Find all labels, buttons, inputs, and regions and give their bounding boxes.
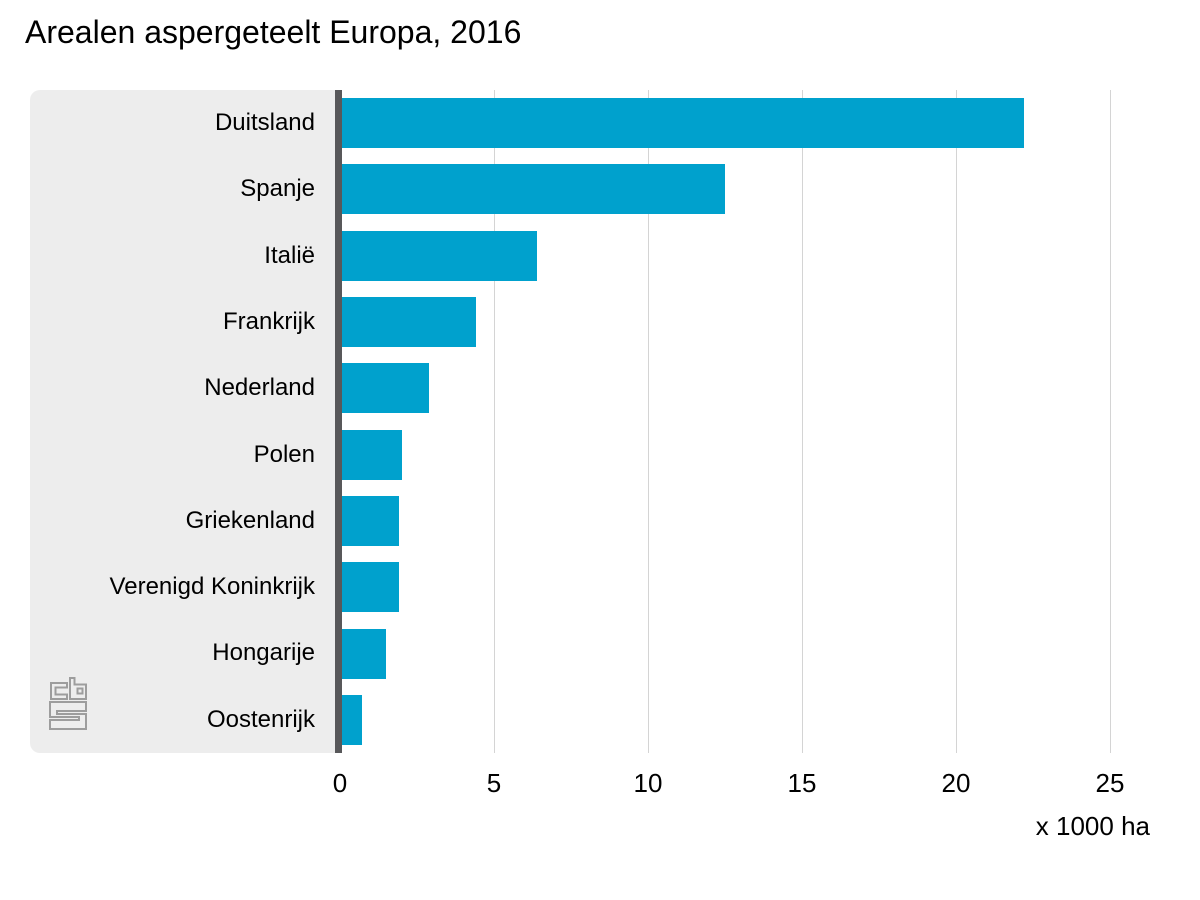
y-axis-baseline [335, 90, 342, 753]
x-axis-tick-label: 15 [787, 768, 817, 798]
x-axis-unit-label: x 1000 ha [1035, 811, 1150, 841]
category-label: Hongarije [212, 639, 315, 666]
cbs-logo-letter-b [69, 677, 87, 700]
bar-duitsland [342, 98, 1024, 148]
category-label: Spanje [240, 175, 315, 202]
bar-polen [342, 430, 402, 480]
gridline [648, 90, 649, 753]
x-axis-tick-label: 5 [486, 768, 502, 798]
category-label: Nederland [204, 374, 315, 401]
bar-nederland [342, 363, 429, 413]
bar-verenigd-koninkrijk [342, 562, 399, 612]
bar-spanje [342, 164, 725, 214]
category-label: Polen [253, 441, 315, 468]
cbs-logo-letter-b-counter [76, 687, 84, 695]
cbs-logo [49, 677, 87, 730]
category-label: Italië [264, 242, 315, 269]
gridline [956, 90, 957, 753]
x-axis-tick-label: 20 [941, 768, 971, 798]
category-label: Frankrijk [222, 308, 315, 335]
gridline [494, 90, 495, 753]
x-axis-tick-label: 25 [1095, 768, 1125, 798]
bar-hongarije [342, 629, 386, 679]
x-axis-tick-label: 10 [633, 768, 663, 798]
chart-title: Arealen aspergeteelt Europa, 2016 [25, 14, 522, 50]
category-label: Duitsland [214, 109, 315, 136]
x-axis-tick-label: 0 [332, 768, 348, 798]
bar-frankrijk [342, 297, 476, 347]
category-label: Verenigd Koninkrijk [109, 573, 315, 600]
category-label: Griekenland [185, 507, 315, 534]
bar-italië [342, 231, 537, 281]
gridline [1110, 90, 1111, 753]
bar-griekenland [342, 496, 399, 546]
bar-oostenrijk [342, 695, 362, 745]
cbs-logo-letter-s [49, 701, 87, 730]
cbs-logo-letter-c [50, 682, 68, 700]
category-label-panel [30, 90, 335, 753]
category-label: Oostenrijk [206, 706, 315, 733]
gridline [802, 90, 803, 753]
